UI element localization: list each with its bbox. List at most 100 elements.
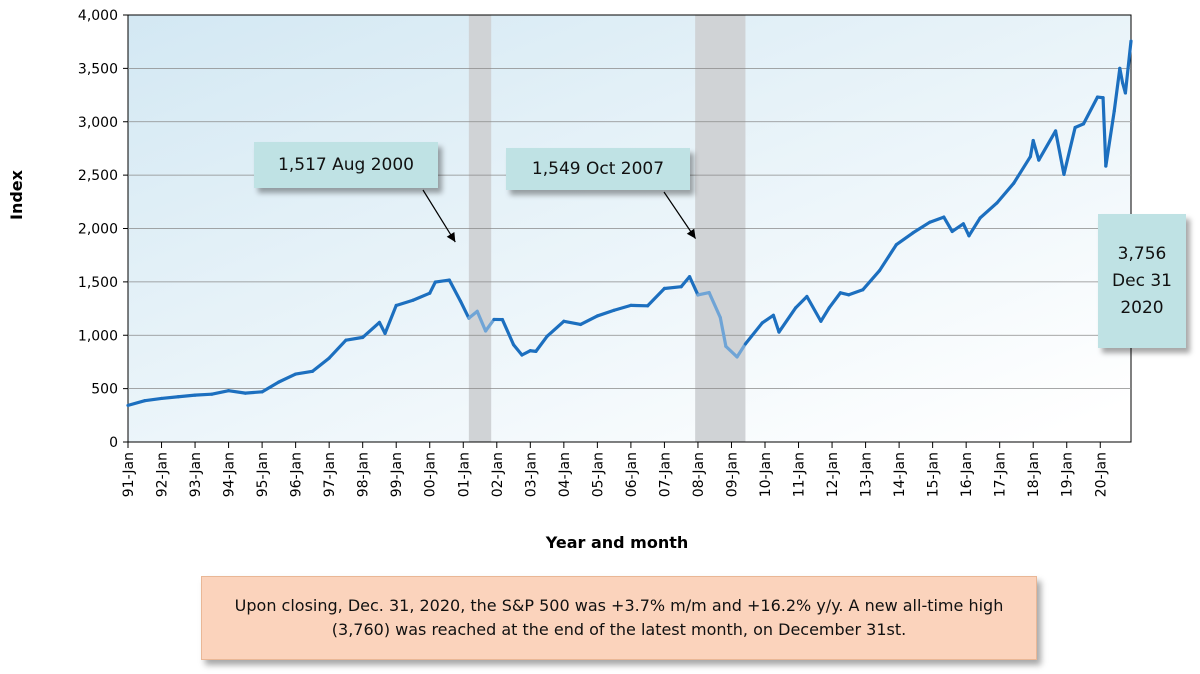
- series-segment: [193, 392, 214, 397]
- x-tick-label: 02-Jan: [490, 452, 506, 497]
- series-segment: [126, 399, 147, 407]
- x-tick-label: 93-Jan: [188, 452, 204, 497]
- series-segment: [447, 278, 463, 303]
- series-segment: [718, 315, 728, 348]
- x-tick-label: 97-Jan: [322, 452, 338, 497]
- series-segment: [1104, 109, 1116, 168]
- series-segment: [475, 309, 488, 333]
- y-axis: 0 500 1,000 1,500 2,000 2,500 3,000 3,500 4,000: [78, 8, 128, 451]
- series-segment: [500, 317, 516, 347]
- x-tick-label: 05-Jan: [590, 452, 606, 497]
- series-segment: [961, 222, 971, 238]
- x-tick-label: 94-Jan: [222, 452, 238, 497]
- y-tick-label: 4,000: [78, 8, 118, 24]
- series-segment: [394, 298, 415, 308]
- series-segment: [260, 380, 281, 394]
- x-tick-label: 12-Jan: [825, 452, 841, 497]
- x-tick-label: 95-Jan: [255, 452, 271, 497]
- series-segment: [1012, 154, 1033, 185]
- x-axis-title: Year and month: [545, 533, 689, 552]
- series-segment: [662, 285, 683, 291]
- series-segment: [545, 319, 566, 338]
- series-line: [126, 39, 1133, 407]
- x-tick-label: 01-Jan: [456, 452, 472, 497]
- series-segment: [344, 335, 365, 342]
- x-tick-label: 03-Jan: [523, 452, 539, 497]
- x-tick-label: 18-Jan: [1026, 452, 1042, 497]
- x-tick-label: 00-Jan: [423, 452, 439, 497]
- y-tick-label: 2,000: [78, 222, 118, 238]
- series-segment: [894, 231, 915, 247]
- x-tick-label: 10-Jan: [758, 452, 774, 497]
- annotation-arrow-line-0: [422, 189, 456, 243]
- x-tick-label: 92-Jan: [155, 452, 171, 497]
- series-segment: [735, 342, 748, 359]
- series-segment: [411, 291, 432, 302]
- series-segment: [995, 181, 1016, 205]
- series-segment: [942, 215, 954, 234]
- series-segment: [861, 268, 882, 292]
- x-tick-label: 14-Jan: [892, 452, 908, 497]
- series-segment: [967, 216, 982, 238]
- x-tick-label: 98-Jan: [356, 452, 372, 497]
- annotation-arrows: [422, 189, 697, 243]
- series-segment: [458, 299, 471, 320]
- x-tick-label: 16-Jan: [959, 452, 975, 497]
- annotation-arrow-line-1: [663, 191, 697, 239]
- series-segment: [433, 278, 451, 284]
- series-segment: [646, 286, 667, 308]
- series-segment: [819, 306, 831, 323]
- series-segment: [562, 319, 583, 327]
- series-segment: [911, 220, 932, 235]
- series-segment: [511, 343, 524, 357]
- series-segment: [978, 201, 999, 220]
- series-segment: [484, 317, 496, 333]
- series-segment: [361, 320, 382, 339]
- series-segment: [687, 275, 700, 297]
- x-tick-label: 06-Jan: [624, 452, 640, 497]
- series-segment: [310, 356, 331, 373]
- series-segment: [877, 243, 898, 273]
- x-tick-label: 15-Jan: [926, 452, 942, 497]
- y-tick-label: 500: [91, 382, 118, 398]
- series-segment: [1081, 95, 1100, 126]
- note-box: Upon closing, Dec. 31, 2020, the S&P 500…: [201, 576, 1037, 660]
- y-tick-label: 2,500: [78, 168, 118, 184]
- x-tick-label: 09-Jan: [724, 452, 740, 497]
- series-segment: [383, 303, 398, 336]
- series-segment: [143, 396, 164, 403]
- series-segment: [827, 291, 843, 310]
- y-tick-label: 1,500: [78, 275, 118, 291]
- series-segment: [210, 389, 231, 396]
- series-segment: [1123, 39, 1133, 95]
- series-segment: [794, 294, 809, 310]
- series-segment: [771, 313, 781, 334]
- series-segment: [1037, 129, 1058, 162]
- series-segment: [724, 344, 739, 359]
- series-segment: [534, 334, 549, 353]
- x-tick-label: 13-Jan: [859, 452, 875, 497]
- series-segment: [1118, 66, 1125, 85]
- annotation-aug-2000: 1,517 Aug 2000: [254, 142, 438, 188]
- x-tick-label: 96-Jan: [289, 452, 305, 497]
- series-segment: [579, 314, 599, 327]
- series-segment: [805, 294, 823, 323]
- x-axis: 91-Jan 92-Jan 93-Jan 94-Jan 95-Jan 96-Jan 97-J…: [121, 442, 1109, 497]
- x-tick-label: 19-Jan: [1060, 452, 1076, 497]
- series-segment: [1101, 96, 1108, 168]
- series-segment: [1053, 129, 1066, 176]
- series-segment: [159, 395, 180, 401]
- series-segment: [467, 309, 479, 320]
- series-segment: [243, 390, 264, 395]
- x-tick-label: 17-Jan: [993, 452, 1009, 497]
- series-segment: [176, 393, 197, 399]
- y-tick-label: 0: [109, 435, 118, 451]
- x-tick-label: 20-Jan: [1093, 452, 1109, 497]
- x-tick-label: 91-Jan: [121, 452, 137, 497]
- series-segment: [777, 306, 798, 334]
- series-segment: [294, 369, 314, 376]
- y-tick-label: 1,000: [78, 328, 118, 344]
- annotation-oct-2007: 1,549 Oct 2007: [506, 148, 690, 190]
- series-segment: [950, 222, 965, 234]
- annotation-arrow-head-1: [686, 228, 696, 239]
